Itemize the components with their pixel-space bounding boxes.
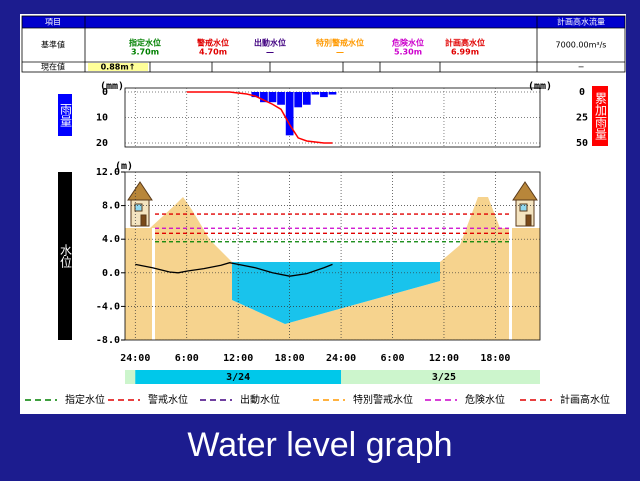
current-value: 0.88m↑ [101, 63, 136, 72]
y-axis-label: 雨量 [59, 103, 73, 127]
x-tick-label: 24:00 [120, 353, 150, 364]
row-label: 現在値 [41, 62, 65, 72]
house-icon [127, 181, 153, 227]
rain-bar [320, 92, 328, 98]
legend-label: 計画高水位 [560, 393, 610, 406]
levee-post [509, 228, 512, 340]
house-icon [512, 181, 538, 227]
item-value: 5.30m [394, 48, 422, 57]
item-name: 警戒水位 [196, 38, 229, 48]
y2-unit: (mm) [528, 81, 552, 92]
river-water [232, 262, 440, 324]
river-bank [125, 197, 540, 340]
item-name: 特別警戒水位 [316, 38, 364, 48]
item-value: — [336, 48, 344, 57]
date-label: 3/25 [432, 372, 456, 383]
y2-axis-label: 累加雨量 [594, 92, 608, 140]
legend-label: 危険水位 [465, 393, 505, 406]
y-axis-label: 水位 [59, 244, 73, 268]
y2-tick-label: 0 [579, 87, 585, 98]
date-span [341, 370, 540, 384]
rain-bar [277, 92, 285, 105]
y-tick-label: -4.0 [96, 301, 120, 312]
item-value: — [266, 48, 274, 57]
x-tick-label: 6:00 [380, 353, 404, 364]
legend-label: 特別警戒水位 [353, 393, 413, 406]
y2-tick-label: 50 [576, 138, 588, 149]
legend-label: 警戒水位 [148, 393, 188, 406]
y-tick-label: 12.0 [96, 167, 120, 178]
y-tick-label: 20 [96, 138, 108, 149]
date-spans: 3/24 3/25 [135, 370, 540, 384]
y-label-box [58, 94, 72, 136]
rain-bar [311, 92, 320, 95]
rain-bar [294, 92, 303, 108]
rain-bar [268, 92, 277, 103]
flow-value: 7000.00m³/s [556, 41, 607, 50]
item-value: 6.99m [451, 48, 479, 57]
x-tick-label: 24:00 [326, 353, 356, 364]
item-name: 危険水位 [391, 38, 424, 48]
rain-bar [251, 92, 260, 98]
y-tick-label: 0.0 [102, 268, 120, 279]
rain-bar [260, 92, 268, 103]
x-tick-label: 12:00 [429, 353, 459, 364]
rain-bar [328, 92, 337, 95]
y-tick-label: -8.0 [96, 335, 120, 346]
item-name: 出動水位 [254, 38, 286, 48]
y-tick-label: 10 [96, 113, 108, 124]
rain-bar [285, 92, 294, 136]
y2-label-box [592, 86, 608, 146]
series-line [186, 91, 333, 144]
x-tick-label: 12:00 [223, 353, 253, 364]
y-unit: (mm) [100, 81, 124, 92]
status-table: 項目 計画高水流量 基準値 7000.00m³/s 現在値 0.88m↑ − [21, 15, 626, 73]
item-value: 4.70m [199, 48, 227, 57]
levee-post [152, 228, 155, 340]
y-tick-label: 0 [102, 87, 108, 98]
date-span [135, 370, 342, 384]
caption: Water level graph [187, 426, 452, 464]
legend-label: 指定水位 [65, 393, 105, 406]
y2-tick-label: 25 [576, 113, 588, 124]
item-name: 指定水位 [129, 38, 161, 48]
x-tick-label: 18:00 [275, 353, 305, 364]
series-line [135, 262, 333, 277]
y-tick-label: 8.0 [102, 201, 120, 212]
y-tick-label: 4.0 [102, 234, 120, 245]
y-label-box [58, 172, 72, 340]
item-name: 計画高水位 [445, 38, 485, 48]
y-unit: (m) [115, 161, 133, 172]
legend-label: 出動水位 [240, 393, 280, 406]
rain-bar [302, 92, 311, 105]
current-flow: − [578, 63, 585, 72]
header-cell: 計画高水流量 [557, 17, 605, 27]
date-label: 3/24 [226, 372, 250, 383]
row-label: 基準値 [41, 40, 65, 50]
header-cell: 項目 [45, 18, 61, 27]
item-value: 3.70m [131, 48, 159, 57]
x-tick-label: 6:00 [175, 353, 199, 364]
x-tick-label: 18:00 [480, 353, 510, 364]
